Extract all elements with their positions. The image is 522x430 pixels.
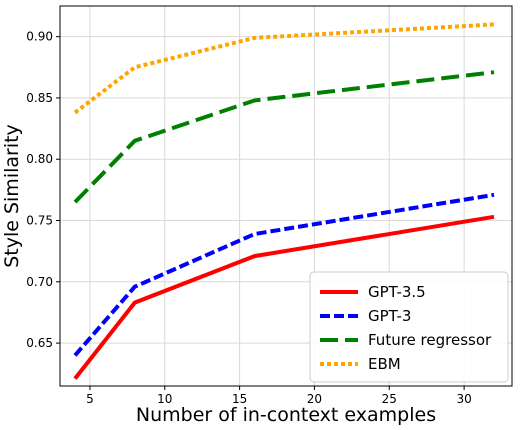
- series-line-gpt-3-5: [73, 214, 495, 380]
- series-line-gpt-3: [73, 192, 495, 357]
- axis-ticks: 5 10 15 20 25 30 0.65 0.70 0.75 0.80 0.85 0.90: [26, 30, 471, 406]
- grid: [60, 6, 512, 386]
- y-tick-label: 0.75: [26, 214, 53, 228]
- x-tick-label: 25: [382, 392, 397, 406]
- legend-label-ebm: EBM: [368, 355, 401, 373]
- y-tick-label: 0.70: [26, 275, 53, 289]
- plot-frame: [59, 5, 513, 387]
- x-axis-title: Number of in-context examples: [136, 404, 436, 426]
- y-tick-label: 0.90: [26, 30, 53, 44]
- legend-label-gpt-3-5: GPT-3.5: [368, 283, 426, 301]
- x-tick-label: 5: [86, 392, 94, 406]
- legend: GPT-3.5 GPT-3 Future regressor EBM: [309, 271, 509, 383]
- y-tick-label: 0.65: [26, 336, 53, 350]
- y-tick-label: 0.80: [26, 152, 53, 166]
- legend-box: [309, 271, 509, 383]
- y-tick-label: 0.85: [26, 91, 53, 105]
- plot-lines: [73, 22, 495, 380]
- x-tick-label: 20: [307, 392, 322, 406]
- series-line-future-regressor: [73, 70, 495, 204]
- x-tick-label: 10: [157, 392, 172, 406]
- legend-label-gpt-3: GPT-3: [368, 307, 411, 325]
- x-tick-label: 30: [456, 392, 471, 406]
- series-line-ebm: [73, 22, 495, 115]
- x-tick-label: 15: [232, 392, 247, 406]
- legend-label-future-regressor: Future regressor: [368, 331, 492, 349]
- y-axis-title: Style Similarity: [1, 124, 23, 268]
